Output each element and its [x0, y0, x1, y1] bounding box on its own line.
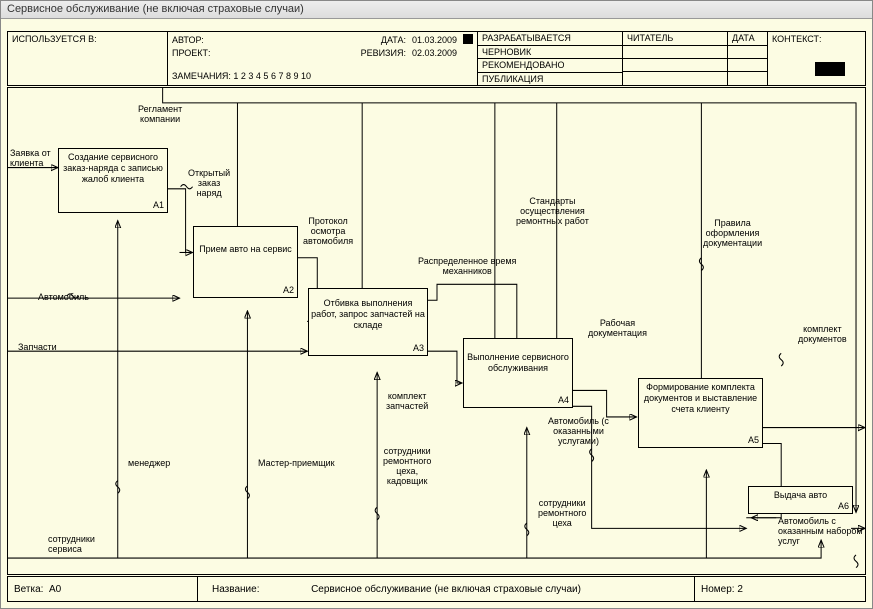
header-author-block: АВТОР: ДАТА: 01.03.2009 ПРОЕКТ: РЕВИЗИЯ:…	[168, 32, 478, 85]
status-draft: ЧЕРНОВИК	[478, 46, 622, 60]
date2-blank3	[728, 72, 767, 85]
project-label: ПРОЕКТ:	[172, 47, 211, 60]
label-manager: менеджер	[128, 458, 170, 468]
diagram-window: Сервисное обслуживание (не включая страх…	[0, 0, 873, 609]
number-label: Номер:	[701, 584, 735, 595]
label-standarty: Стандарты осуществления ремонтных работ	[516, 196, 589, 226]
idef0-footer: Ветка: A0 Название: Сервисное обслуживан…	[7, 576, 866, 602]
label-zayavka: Заявка от клиента	[10, 148, 51, 168]
header-context-block: КОНТЕКСТ:	[768, 32, 865, 85]
activity-a1: Создание сервисного заказ-наряда с запис…	[58, 148, 168, 213]
label-avto-nabor: Автомобиль с оказанным набором услуг	[778, 516, 863, 546]
status-marker-icon	[463, 34, 473, 44]
label-otkrytyi: Открытый заказ наряд	[188, 168, 230, 198]
a3-text: Отбивка выполнения работ, запрос запчаст…	[311, 298, 425, 331]
status-developing: РАЗРАБАТЫВАЕТСЯ	[478, 32, 622, 46]
label-avto: Автомобиль	[38, 292, 89, 302]
date-val: 01.03.2009	[412, 34, 457, 47]
label-rabochaya: Рабочая документация	[588, 318, 647, 338]
a2-text: Прием авто на сервис	[196, 244, 295, 255]
context-marker-icon	[815, 62, 845, 76]
activity-a2: Прием авто на сервис A2	[193, 226, 298, 298]
rev-val: 02.03.2009	[412, 47, 457, 60]
author-label: АВТОР:	[172, 34, 204, 47]
header-reader-block: ЧИТАТЕЛЬ	[623, 32, 728, 85]
label-avto-uslug: Автомобиль (с оказанными услугами)	[548, 416, 609, 446]
reader-blank3	[623, 72, 727, 85]
date2-blank2	[728, 59, 767, 72]
title-label: Название:	[212, 584, 259, 595]
a5-text: Формирование комплекта документов и выст…	[644, 382, 757, 414]
branch-val: A0	[49, 584, 61, 595]
rev-label: РЕВИЗИЯ:	[361, 47, 406, 60]
label-protokol: Протокол осмотра автомобиля	[303, 216, 353, 246]
notes-label: ЗАМЕЧАНИЯ: 1 2 3 4 5 6 7 8 9 10	[172, 70, 311, 83]
activity-a6: Выдача авто A6	[748, 486, 853, 514]
label-komplekt-zap: комплект запчастей	[386, 391, 428, 411]
label-master: Мастер-приемщик	[258, 458, 335, 468]
window-titlebar: Сервисное обслуживание (не включая страх…	[1, 1, 872, 19]
label-reglament: Регламент компании	[138, 104, 182, 124]
reader-blank1	[623, 46, 727, 59]
label-pravila: Правила оформления документации	[703, 218, 762, 248]
used-in-label: ИСПОЛЬЗУЕТСЯ В:	[12, 34, 163, 44]
date-label: ДАТА:	[381, 34, 406, 47]
activity-a3: Отбивка выполнения работ, запрос запчаст…	[308, 288, 428, 356]
reader-label: ЧИТАТЕЛЬ	[623, 32, 727, 46]
date2-blank1	[728, 46, 767, 59]
a2-id: A2	[283, 285, 294, 296]
header-status-block: РАЗРАБАТЫВАЕТСЯ ЧЕРНОВИК РЕКОМЕНДОВАНО П…	[478, 32, 623, 85]
a1-text: Создание сервисного заказ-наряда с запис…	[63, 152, 163, 184]
label-rasp-vremya: Распределенное время механников	[418, 256, 516, 276]
activity-a4: Выполнение сервисного обслуживания A4	[463, 338, 573, 408]
footer-number: Номер: 2	[695, 577, 865, 601]
title-val: Сервисное обслуживание (не включая страх…	[311, 584, 581, 595]
a4-id: A4	[558, 395, 569, 406]
a4-text: Выполнение сервисного обслуживания	[466, 352, 570, 374]
number-val: 2	[737, 584, 743, 595]
diagram-canvas: Создание сервисного заказ-наряда с запис…	[7, 87, 866, 575]
a5-id: A5	[748, 435, 759, 446]
label-zapchasti: Запчасти	[18, 342, 57, 352]
a6-id: A6	[838, 501, 849, 512]
context-label: КОНТЕКСТ:	[772, 34, 861, 44]
status-recommended: РЕКОМЕНДОВАНО	[478, 59, 622, 73]
label-sotr-ceh: сотрудники ремонтного цеха, кадовщик	[383, 446, 431, 486]
header-date2-block: ДАТА	[728, 32, 768, 85]
window-title: Сервисное обслуживание (не включая страх…	[7, 3, 304, 15]
footer-title: Название: Сервисное обслуживание (не вкл…	[198, 577, 695, 601]
activity-a5: Формирование комплекта документов и выст…	[638, 378, 763, 448]
a1-id: A1	[153, 200, 164, 211]
label-sotr-ceh2: сотрудники ремонтного цеха	[538, 498, 586, 528]
label-komplekt-doc: комплект документов	[798, 324, 847, 344]
reader-blank2	[623, 59, 727, 72]
a6-text: Выдача авто	[774, 490, 827, 500]
idef0-header: ИСПОЛЬЗУЕТСЯ В: АВТОР: ДАТА: 01.03.2009 …	[7, 31, 866, 86]
date2-label: ДАТА	[728, 32, 767, 46]
label-sotr-servisa: сотрудники сервиса	[48, 534, 95, 554]
footer-branch: Ветка: A0	[8, 577, 198, 601]
branch-label: Ветка:	[14, 584, 43, 595]
a3-id: A3	[413, 343, 424, 354]
status-publication: ПУБЛИКАЦИЯ	[478, 73, 622, 86]
header-used-in: ИСПОЛЬЗУЕТСЯ В:	[8, 32, 168, 85]
